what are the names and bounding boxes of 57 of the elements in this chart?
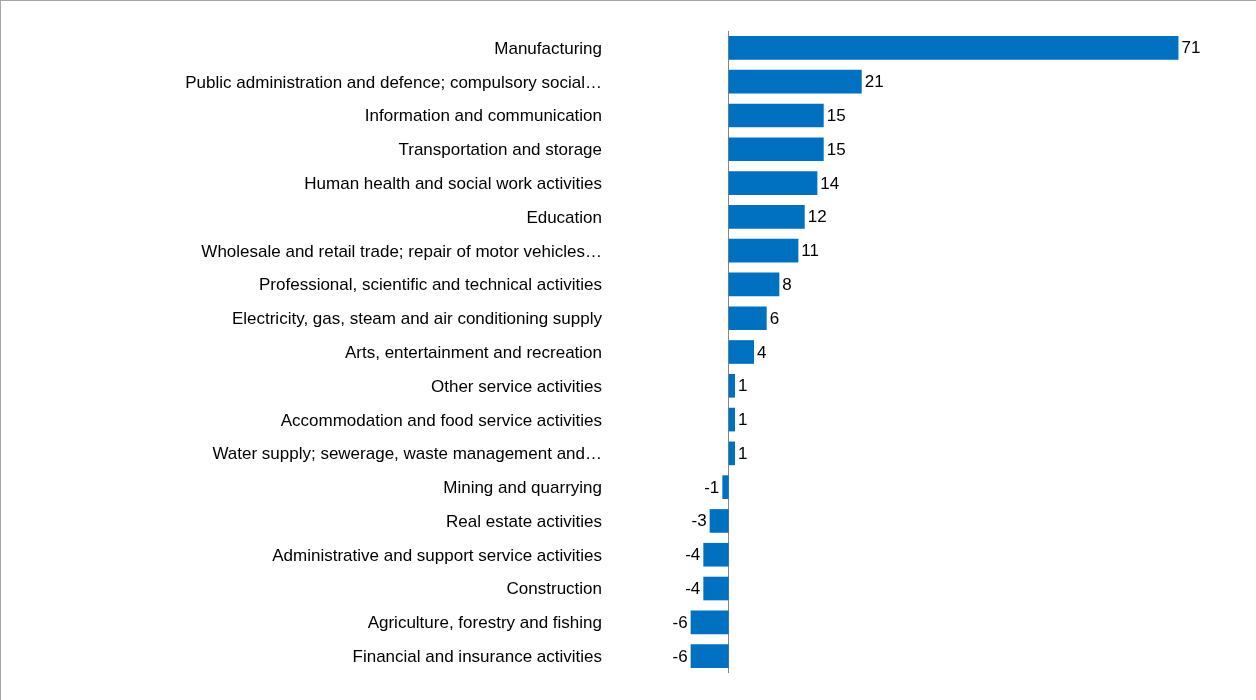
data-label: -4 — [685, 545, 701, 565]
data-label: -3 — [691, 511, 707, 531]
data-label: 12 — [807, 207, 827, 227]
y-tick-label: Wholesale and retail trade; repair of motor vehicles… — [201, 241, 602, 261]
y-tick-label: Administrative and support service activities — [272, 545, 602, 565]
y-tick-label: Agriculture, forestry and fishing — [367, 613, 602, 633]
y-tick-label: Human health and social work activities — [304, 174, 602, 193]
data-label: 15 — [826, 105, 846, 125]
y-tick-label: Education — [526, 207, 602, 227]
y-tick-label: Mining and quarrying — [443, 478, 602, 498]
data-label: -6 — [672, 646, 688, 666]
bar — [728, 69, 862, 94]
y-tick-label: Electricity, gas, steam and air conditioning supply — [231, 309, 603, 329]
data-label: 6 — [769, 308, 780, 328]
data-label: 15 — [826, 139, 846, 159]
bar — [728, 340, 755, 364]
y-tick-label: Public administration and defence; compulsory social… — [185, 72, 602, 92]
data-label: 14 — [820, 173, 840, 193]
data-label: -6 — [672, 612, 688, 632]
bar — [728, 103, 824, 128]
bar — [728, 407, 735, 432]
bar — [728, 441, 735, 466]
data-label: 21 — [864, 72, 884, 92]
data-label: 1 — [738, 376, 748, 396]
y-tick-label: Professional, scientific and technical activities — [259, 275, 602, 295]
data-label: -1 — [704, 477, 720, 497]
data-label: 11 — [801, 241, 820, 261]
y-tick-label: Arts, entertainment and recreation — [344, 342, 602, 362]
bar — [722, 475, 729, 499]
data-label: 4 — [757, 342, 767, 362]
bar — [709, 509, 729, 533]
y-tick-label: Accommodation and food service activities — [280, 410, 602, 430]
y-tick-label: Water supply; sewerage, waste management and… — [212, 444, 602, 464]
y-tick-label: Information and communication — [364, 106, 602, 126]
data-label: 1 — [738, 443, 748, 463]
data-label: 71 — [1181, 38, 1201, 58]
y-tick-label: Financial and insurance activities — [352, 647, 602, 667]
data-label: 1 — [738, 410, 748, 430]
bar — [728, 272, 780, 297]
bar — [703, 542, 729, 567]
bar — [728, 205, 805, 229]
bar — [728, 171, 818, 195]
y-tick-label: Manufacturing — [494, 38, 602, 58]
bar — [728, 238, 799, 263]
data-label: -4 — [685, 579, 701, 599]
bar — [728, 306, 767, 331]
data-label: 8 — [782, 274, 792, 294]
y-tick-label: Construction — [506, 579, 602, 599]
y-tick-label: Transportation and storage — [398, 140, 602, 160]
bar — [690, 610, 729, 635]
bar — [728, 137, 824, 162]
y-tick-label: Real estate activities — [446, 511, 602, 531]
bar — [703, 576, 729, 601]
bar — [728, 36, 1179, 60]
y-tick-label: Other service activities — [431, 376, 602, 396]
bar — [690, 644, 729, 668]
bar — [728, 373, 735, 398]
